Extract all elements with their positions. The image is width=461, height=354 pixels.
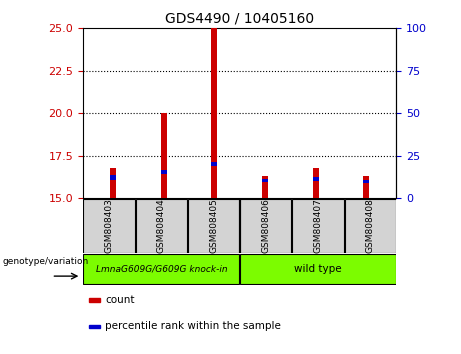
Bar bbox=[313, 177, 319, 181]
Text: LmnaG609G/G609G knock-in: LmnaG609G/G609G knock-in bbox=[95, 264, 227, 274]
Text: count: count bbox=[105, 295, 135, 305]
Bar bbox=[240, 199, 291, 252]
Bar bbox=[83, 199, 135, 252]
Bar bbox=[212, 162, 218, 166]
Text: GSM808406: GSM808406 bbox=[261, 198, 270, 253]
Bar bbox=[161, 170, 167, 175]
Text: GSM808405: GSM808405 bbox=[209, 198, 218, 253]
Bar bbox=[262, 176, 268, 198]
Bar bbox=[363, 176, 369, 198]
Text: percentile rank within the sample: percentile rank within the sample bbox=[105, 321, 281, 331]
Bar bbox=[83, 254, 239, 284]
Bar bbox=[136, 199, 187, 252]
Bar bbox=[240, 254, 396, 284]
Text: GSM808403: GSM808403 bbox=[105, 198, 113, 253]
Bar bbox=[161, 113, 167, 198]
Bar bbox=[345, 199, 396, 252]
Bar bbox=[89, 298, 100, 302]
Bar bbox=[188, 199, 239, 252]
Title: GDS4490 / 10405160: GDS4490 / 10405160 bbox=[165, 12, 314, 26]
Text: GSM808404: GSM808404 bbox=[157, 198, 166, 253]
Bar bbox=[262, 179, 268, 182]
Bar bbox=[212, 28, 218, 198]
Bar bbox=[292, 199, 344, 252]
Bar bbox=[110, 175, 116, 179]
Bar bbox=[89, 325, 100, 328]
Text: wild type: wild type bbox=[294, 264, 342, 274]
Bar bbox=[110, 168, 116, 198]
Text: GSM808407: GSM808407 bbox=[313, 198, 323, 253]
Text: genotype/variation: genotype/variation bbox=[2, 257, 89, 267]
Bar bbox=[313, 168, 319, 198]
Text: GSM808408: GSM808408 bbox=[366, 198, 375, 253]
Bar bbox=[363, 179, 369, 183]
